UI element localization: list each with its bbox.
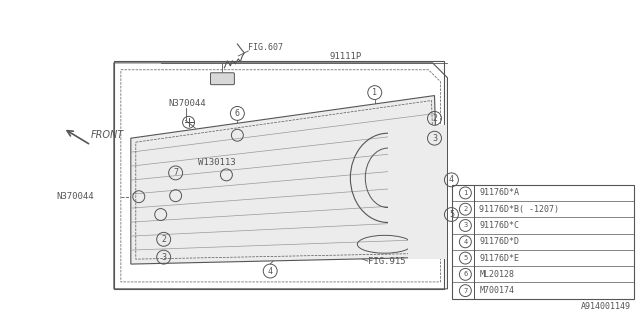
Text: 4: 4 [449,175,454,184]
Text: 7: 7 [173,168,178,177]
Bar [452,185,634,299]
Text: 5: 5 [463,255,467,261]
Text: 91176D*A: 91176D*A [479,188,519,197]
Text: FIG.915: FIG.915 [368,257,405,266]
Text: 1: 1 [372,88,377,97]
Text: A914001149: A914001149 [580,302,630,311]
Text: 2: 2 [463,206,467,212]
Bar [408,234,447,259]
Text: N370044: N370044 [169,99,206,108]
Text: N370044: N370044 [56,192,94,201]
Text: M700174: M700174 [479,286,515,295]
Text: 6: 6 [463,271,467,277]
Text: 1: 1 [463,190,467,196]
Text: 91111P: 91111P [330,52,362,61]
Text: W130113: W130113 [198,158,235,167]
Text: FIG.607: FIG.607 [248,44,284,52]
Text: 2: 2 [161,235,166,244]
Text: 3: 3 [432,134,437,143]
Text: 3: 3 [161,253,166,262]
Text: 7: 7 [463,288,467,294]
Polygon shape [131,96,440,264]
FancyBboxPatch shape [211,73,234,85]
Text: 91176D*D: 91176D*D [479,237,519,246]
Bar [388,125,447,234]
Text: 91176D*C: 91176D*C [479,221,519,230]
Text: 4: 4 [463,239,467,245]
Text: 5: 5 [449,210,454,219]
Bar [388,140,428,220]
Text: FRONT: FRONT [91,130,124,140]
Text: 2: 2 [432,114,437,123]
Text: 91176D*B( -1207): 91176D*B( -1207) [479,205,559,214]
Text: 4: 4 [268,267,273,276]
Text: 3: 3 [463,222,467,228]
Text: ML20128: ML20128 [479,270,515,279]
Text: 91176D*E: 91176D*E [479,253,519,263]
Text: 6: 6 [235,109,240,118]
